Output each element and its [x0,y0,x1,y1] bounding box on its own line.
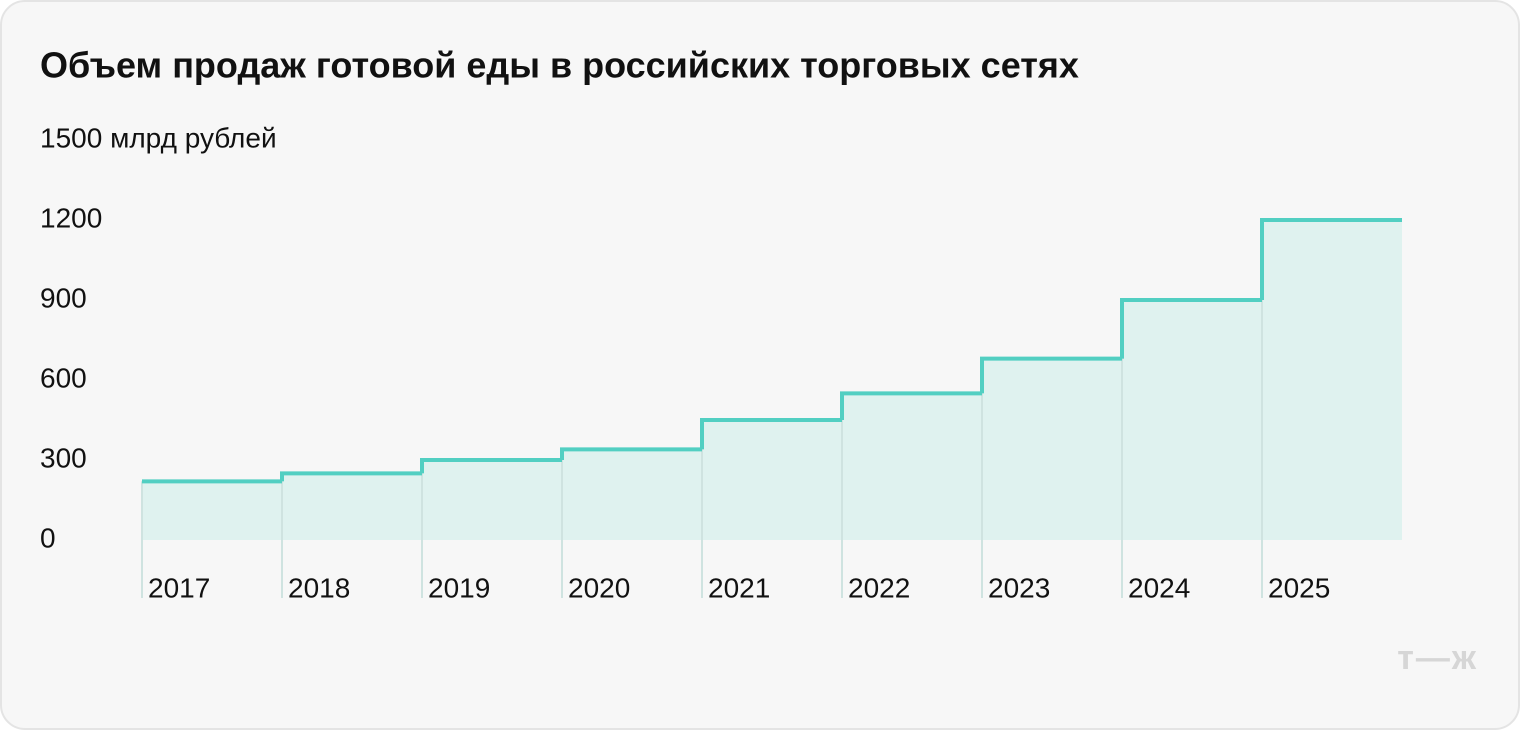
step-area [982,358,1122,540]
step-area [702,420,842,540]
y-tick-label: 1200 [40,202,102,233]
x-tick-label: 2025 [1268,572,1330,603]
y-tick-label: 600 [40,362,87,393]
x-tick-label: 2017 [148,572,210,603]
y-tick-label: 900 [40,282,87,313]
step-area [1122,300,1262,540]
step-area [1262,220,1402,540]
y-tick-label: 0 [40,522,56,553]
x-tick-label: 2022 [848,572,910,603]
x-tick-label: 2019 [428,572,490,603]
x-tick-label: 2021 [708,572,770,603]
y-tick-label: 1500 млрд рублей [40,122,277,153]
chart-title: Объем продаж готовой еды в российских то… [40,45,1079,86]
step-area [562,449,702,540]
y-tick-label: 300 [40,442,87,473]
x-tick-label: 2018 [288,572,350,603]
step-area [282,473,422,540]
brand-logo: т—ж [1397,639,1478,677]
x-tick-label: 2020 [568,572,630,603]
x-tick-label: 2024 [1128,572,1190,603]
step-area [142,481,282,540]
step-area [842,393,982,540]
x-tick-label: 2023 [988,572,1050,603]
step-area [422,460,562,540]
